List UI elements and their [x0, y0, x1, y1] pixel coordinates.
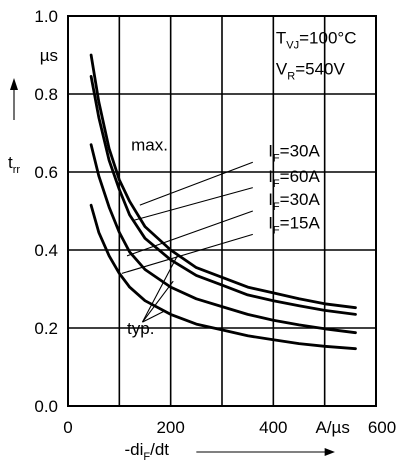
x-axis-arrow-head	[324, 448, 335, 456]
typ-leader-1	[141, 253, 179, 323]
labels: 0.0 0.2 0.4 0.6 0.8 1.0 µs trr 0 200 400 600 A/µs -di…	[8, 7, 396, 461]
series-leader-2	[132, 187, 253, 222]
grid	[68, 16, 376, 406]
x-unit-label: A/µs	[315, 418, 349, 437]
series-line-1	[89, 53, 357, 310]
y-tick-label: 1.0	[34, 7, 58, 26]
series-line-3	[89, 143, 357, 335]
leader-lines	[10, 78, 335, 456]
x-tick-label: 200	[156, 418, 184, 437]
x-tick-label: 400	[259, 418, 287, 437]
series-line-4	[89, 203, 357, 351]
condition-label: TVJ=100°C	[276, 28, 357, 51]
y-tick-label: 0.2	[34, 319, 58, 338]
y-tick-label: 0.8	[34, 85, 58, 104]
series-label-2: IF=60A	[268, 167, 320, 190]
plot-frame	[67, 15, 377, 407]
annotation-max: max.	[131, 136, 168, 155]
series-label-1: IF=30A	[268, 141, 320, 164]
series-leader-4	[121, 233, 253, 274]
x-tick-label: 0	[63, 418, 72, 437]
y-axis-label: trr	[8, 153, 20, 176]
curves	[89, 53, 357, 351]
y-tick-label: 0.0	[34, 397, 58, 416]
series-label-4: IF=15A	[268, 214, 320, 237]
x-axis-label: -diF/dt	[124, 440, 169, 461]
series-label-3: IF=30A	[268, 190, 320, 213]
y-unit-label: µs	[40, 46, 58, 65]
series-leader-1	[139, 161, 253, 206]
series-leader-3	[126, 210, 253, 257]
annotation-typ: typ.	[127, 319, 154, 338]
y-axis-arrow-head	[10, 78, 18, 90]
y-tick-label: 0.6	[34, 163, 58, 182]
typ-leader-3	[142, 309, 166, 323]
typ-leader-2	[141, 280, 174, 323]
x-tick-label: 600	[368, 418, 396, 437]
y-tick-label: 0.4	[34, 241, 58, 260]
series-line-2	[89, 75, 357, 316]
condition-label: VR=540V	[276, 59, 346, 82]
